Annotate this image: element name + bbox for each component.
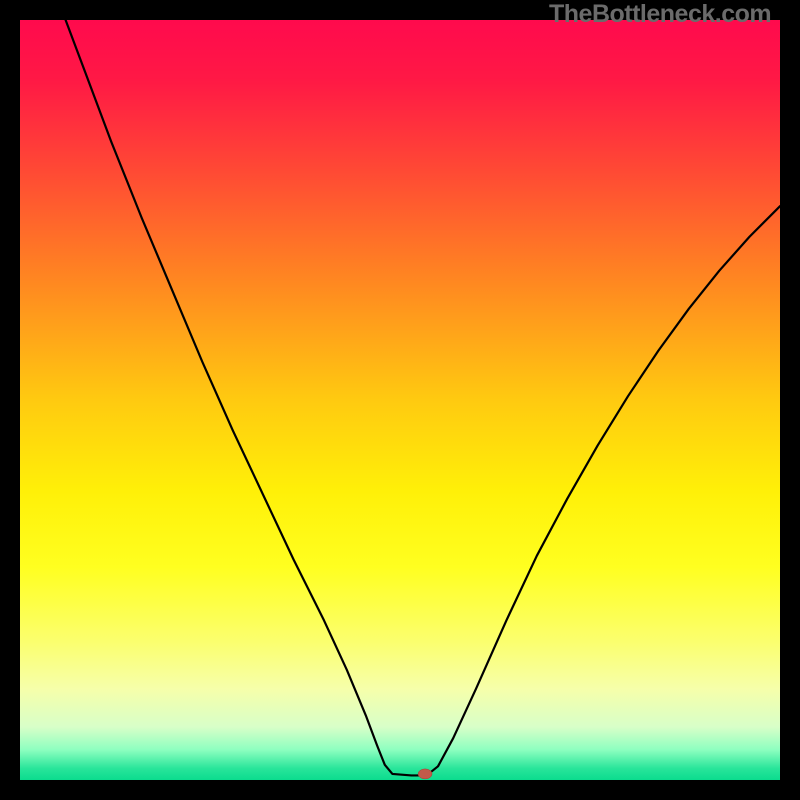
plot-area xyxy=(20,20,780,780)
chart-background xyxy=(20,20,780,780)
watermark-label: TheBottleneck.com xyxy=(549,0,771,29)
chart-svg xyxy=(20,20,780,780)
optimum-marker xyxy=(418,769,432,779)
